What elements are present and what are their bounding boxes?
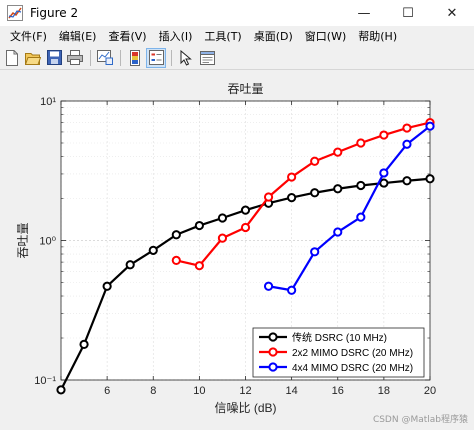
- data-point: [102, 281, 112, 291]
- legend-entry: 4x4 MIMO DSRC (20 MHz): [292, 363, 413, 374]
- legend-marker: [268, 332, 278, 342]
- y-tick-label: 10¹: [40, 96, 56, 108]
- x-tick-label: 16: [332, 385, 344, 397]
- colorbar-icon[interactable]: [125, 48, 145, 68]
- save-icon[interactable]: [44, 48, 64, 68]
- data-point: [171, 230, 181, 240]
- window-titlebar: Figure 2 — ☐ ✕: [0, 0, 474, 26]
- data-point: [356, 180, 366, 191]
- data-point: [310, 247, 320, 257]
- data-point: [171, 255, 181, 266]
- data-point: [333, 147, 343, 157]
- data-point: [287, 285, 297, 295]
- data-point: [379, 130, 389, 140]
- legend-marker: [268, 362, 278, 372]
- data-point: [217, 233, 228, 243]
- data-point: [263, 281, 274, 291]
- data-point: [240, 222, 251, 233]
- pointer-icon[interactable]: [176, 48, 196, 68]
- y-tick-label: 10⁻¹: [34, 375, 56, 387]
- data-point: [425, 121, 435, 131]
- data-point: [333, 184, 343, 194]
- toolbar-separator: [120, 49, 121, 66]
- matlab-figure-icon: [7, 5, 23, 21]
- legend-marker: [268, 347, 278, 357]
- property-editor-icon[interactable]: [197, 48, 217, 68]
- menu-view[interactable]: 查看(V): [108, 30, 147, 43]
- data-point: [125, 260, 135, 270]
- watermark: CSDN @Matlab程序猿: [372, 415, 468, 425]
- menu-help[interactable]: 帮助(H): [358, 30, 398, 43]
- data-point: [402, 123, 412, 133]
- menu-file[interactable]: 文件(F): [10, 30, 47, 43]
- x-tick-label: 6: [104, 385, 110, 397]
- data-point: [356, 212, 366, 222]
- y-axis-label: 吞吐量: [16, 222, 30, 258]
- data-point: [356, 138, 366, 148]
- close-button[interactable]: ✕: [446, 5, 458, 21]
- data-point: [287, 193, 297, 203]
- menu-window[interactable]: 窗口(W): [304, 30, 347, 43]
- new-figure-icon[interactable]: [2, 48, 22, 68]
- print-icon[interactable]: [65, 48, 85, 68]
- data-point: [379, 178, 389, 188]
- menu-insert[interactable]: 插入(I): [158, 30, 193, 43]
- chart-title: 吞吐量: [227, 82, 263, 96]
- data-point: [79, 339, 89, 349]
- data-point: [217, 213, 228, 223]
- menu-desktop[interactable]: 桌面(D): [253, 30, 293, 43]
- data-point: [379, 168, 389, 178]
- window-title: Figure 2: [30, 6, 79, 20]
- data-point: [310, 188, 320, 198]
- legend-entry: 传统 DSRC (10 MHz): [292, 331, 387, 344]
- open-file-icon[interactable]: [23, 48, 43, 68]
- legend-entry: 2x2 MIMO DSRC (20 MHz): [292, 348, 413, 359]
- data-point: [402, 139, 412, 149]
- x-tick-label: 18: [378, 385, 390, 397]
- minimize-button[interactable]: —: [357, 5, 371, 21]
- menu-tools[interactable]: 工具(T): [204, 30, 242, 43]
- data-point: [263, 192, 274, 202]
- menu-edit[interactable]: 编辑(E): [58, 30, 97, 43]
- menu-bar: 文件(F) 编辑(E) 查看(V) 插入(I) 工具(T) 桌面(D) 窗口(W…: [0, 26, 474, 46]
- toolbar-separator: [171, 49, 172, 66]
- maximize-button[interactable]: ☐: [402, 5, 414, 21]
- figure-toolbar: [0, 46, 474, 70]
- link-plot-icon[interactable]: [95, 48, 115, 68]
- x-tick-label: 20: [424, 385, 436, 397]
- data-point: [310, 156, 320, 166]
- x-tick-label: 12: [239, 385, 251, 397]
- data-point: [148, 245, 158, 255]
- x-tick-label: 10: [193, 385, 205, 397]
- series-line-3: [268, 125, 431, 292]
- data-point: [194, 220, 204, 231]
- data-point: [240, 205, 251, 215]
- toolbar-separator: [90, 49, 91, 66]
- data-point: [56, 385, 66, 395]
- data-point: [194, 261, 204, 271]
- x-axis-label: 信噪比 (dB): [214, 401, 276, 415]
- data-point: [402, 176, 412, 186]
- data-point: [425, 174, 435, 184]
- data-point: [333, 227, 343, 237]
- x-tick-label: 8: [150, 385, 156, 397]
- y-tick-label: 10⁰: [39, 236, 56, 248]
- legend-icon[interactable]: [146, 47, 166, 68]
- x-tick-label: 14: [286, 385, 298, 397]
- data-point: [287, 172, 297, 182]
